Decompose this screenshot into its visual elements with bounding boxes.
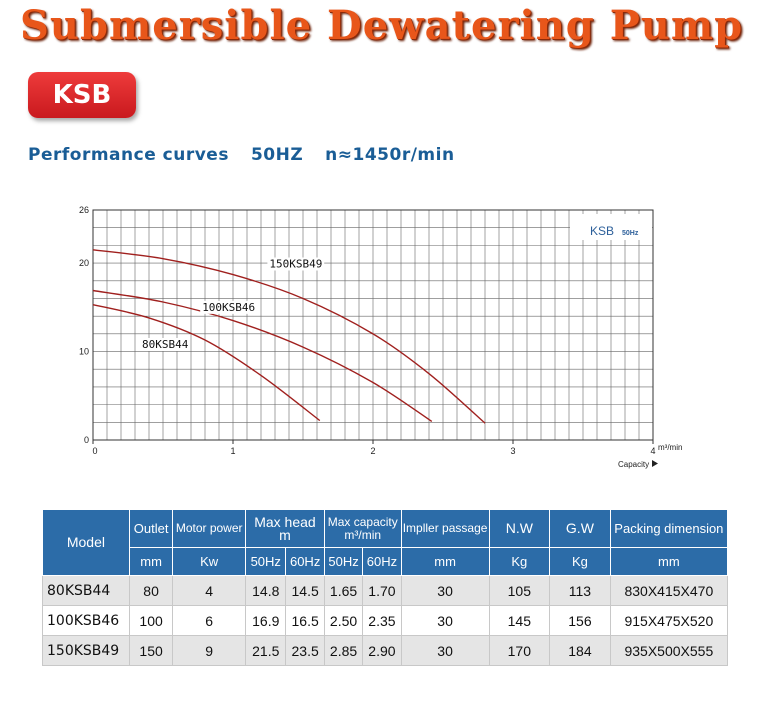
cell-model: 100KSB46 [42,605,130,636]
legend-frequency: 50Hz [622,230,639,237]
table-row: 150KSB49 150 9 21.5 23.5 2.85 2.90 30 17… [42,635,729,666]
cell-capacity-50hz: 2.85 [323,635,364,666]
unit-passage: mm [400,547,490,576]
curve-80ksb44 [92,303,321,422]
chart-grid [92,209,654,441]
legend-label: KSB [590,224,614,238]
x-axis-label: Capacity [618,460,649,469]
header-max-head-unit: m [279,526,291,543]
chart-axes: 0 1 2 3 4 0 10 20 26 [79,205,656,456]
unit-head-50hz: 50Hz [245,547,287,576]
curve-label: 100KSB46 [202,301,255,314]
header-max-head: Max head m [245,509,325,548]
cell-motor: 9 [172,635,247,666]
brand-badge: KSB [28,72,136,118]
page-title: Submersible Dewatering Pump [20,2,744,49]
cell-head-50hz: 14.8 [245,575,287,606]
cell-passage: 30 [400,635,490,666]
subtitle: Performance curves 50HZ n≈1450r/min [28,145,477,165]
header-model: Model [42,509,130,576]
cell-model: 80KSB44 [42,575,130,606]
subtitle-speed: n≈1450r/min [325,145,455,165]
table-row: 100KSB46 100 6 16.9 16.5 2.50 2.35 30 14… [42,605,729,636]
subtitle-frequency: 50HZ [250,145,304,165]
header-max-head-label: Max head [254,513,316,530]
x-tick-label: 3 [510,446,515,456]
header-max-capacity: Max capacity m³/min [323,509,402,548]
cell-head-50hz: 16.9 [245,605,287,636]
cell-capacity-60hz: 1.70 [362,575,402,606]
cell-packing: 915X475X520 [609,605,729,636]
table-header-row: Model Outlet Motor power Max head m Max c… [42,509,729,576]
chart-legend: KSB 50Hz [570,214,652,240]
x-tick-label: 4 [650,446,655,456]
y-tick-label: 10 [79,347,89,357]
cell-gross-weight: 156 [549,605,611,636]
cell-head-60hz: 14.5 [285,575,325,606]
y-tick-label: 0 [84,435,89,445]
cell-model: 150KSB49 [42,635,130,666]
cell-net-weight: 145 [488,605,551,636]
header-net-weight: N.W [488,509,551,548]
x-axis-unit: m³/min [658,443,682,452]
cell-capacity-60hz: 2.35 [362,605,402,636]
curve-label: 80KSB44 [142,338,189,351]
cell-net-weight: 170 [488,635,551,666]
cell-passage: 30 [400,605,490,636]
curve-100ksb46 [92,289,433,423]
cell-outlet: 150 [128,635,174,666]
cell-gross-weight: 113 [549,575,611,606]
unit-packing: mm [609,547,729,576]
curve-150ksb49 [92,249,486,424]
cell-motor: 4 [172,575,247,606]
cell-passage: 30 [400,575,490,606]
x-tick-label: 0 [92,446,97,456]
curve-label-bg [200,300,257,314]
curve-label-bg [140,338,191,351]
subtitle-curves: Performance curves [28,145,229,165]
y-tick-label: 26 [79,205,89,215]
x-axis-title: m³/min Capacity [618,443,682,469]
cell-outlet: 80 [128,575,174,606]
header-gross-weight: G.W [549,509,611,548]
cell-gross-weight: 184 [549,635,611,666]
cell-head-60hz: 16.5 [285,605,325,636]
header-motor-power: Motor power [172,509,247,548]
header-max-capacity-label: Max capacity [327,514,398,529]
cell-head-50hz: 21.5 [245,635,287,666]
unit-capacity-50hz: 50Hz [323,547,364,576]
x-axis-arrow-icon [652,460,658,467]
y-tick-label: 20 [79,258,89,268]
x-tick-label: 1 [230,446,235,456]
table-row: 80KSB44 80 4 14.8 14.5 1.65 1.70 30 105 … [42,575,729,606]
cell-capacity-50hz: 1.65 [323,575,364,606]
unit-net-weight: Kg [488,547,551,576]
performance-chart: 0 1 2 3 4 0 10 20 26 150KSB49 100KSB46 80KSB44 KSB… [79,205,682,469]
legend-box [570,214,652,240]
unit-outlet: mm [128,547,174,576]
cell-packing: 830X415X470 [609,575,729,606]
cell-motor: 6 [172,605,247,636]
unit-capacity-60hz: 60Hz [362,547,402,576]
cell-head-60hz: 23.5 [285,635,325,666]
chart-curves: 150KSB49 100KSB46 80KSB44 [92,249,486,424]
spec-table: Model Outlet Motor power Max head m Max c… [42,509,729,666]
cell-capacity-60hz: 2.90 [362,635,402,666]
cell-net-weight: 105 [488,575,551,606]
cell-capacity-50hz: 2.50 [323,605,364,636]
header-max-capacity-unit: m³/min [344,527,382,542]
cell-packing: 935X500X555 [609,635,729,666]
header-impeller-passage: Impller passage [400,509,490,548]
table-unit-row: mm Kw 50Hz 60Hz 50Hz 60Hz mm Kg Kg mm [43,547,729,576]
header-outlet: Outlet [128,509,174,548]
cell-outlet: 100 [128,605,174,636]
curve-label-bg [267,257,325,271]
header-packing-dimension: Packing dimension [609,509,729,548]
x-tick-label: 2 [370,446,375,456]
curve-label: 150KSB49 [269,258,322,271]
unit-head-60hz: 60Hz [285,547,325,576]
unit-gross-weight: Kg [549,547,611,576]
unit-motor: Kw [172,547,247,576]
